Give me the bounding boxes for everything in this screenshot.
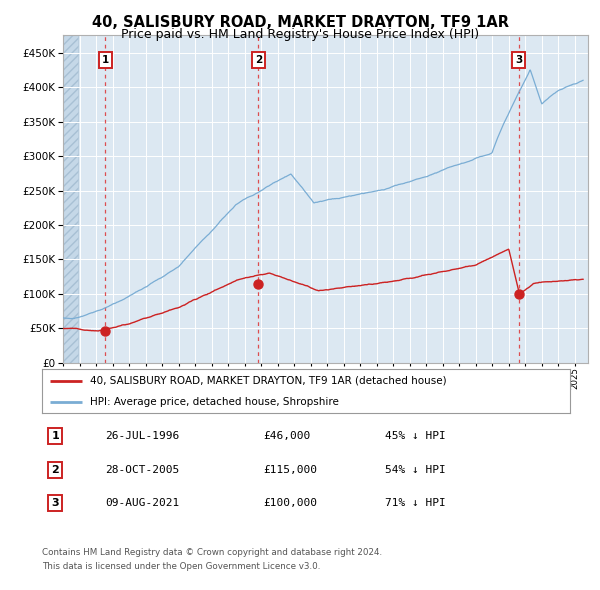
Text: 71% ↓ HPI: 71% ↓ HPI [385,498,446,508]
Text: 09-AUG-2021: 09-AUG-2021 [106,498,179,508]
Bar [63,35,78,363]
Text: HPI: Average price, detached house, Shropshire: HPI: Average price, detached house, Shro… [89,397,338,407]
Text: 1: 1 [102,55,109,65]
Text: 40, SALISBURY ROAD, MARKET DRAYTON, TF9 1AR (detached house): 40, SALISBURY ROAD, MARKET DRAYTON, TF9 … [89,376,446,386]
Text: Price paid vs. HM Land Registry's House Price Index (HPI): Price paid vs. HM Land Registry's House … [121,28,479,41]
Text: 40, SALISBURY ROAD, MARKET DRAYTON, TF9 1AR: 40, SALISBURY ROAD, MARKET DRAYTON, TF9 … [91,15,509,30]
Text: 3: 3 [515,55,522,65]
Text: 1: 1 [52,431,59,441]
Text: 2: 2 [254,55,262,65]
Text: 26-JUL-1996: 26-JUL-1996 [106,431,179,441]
Text: This data is licensed under the Open Government Licence v3.0.: This data is licensed under the Open Gov… [42,562,320,571]
Text: £46,000: £46,000 [264,431,311,441]
Text: 3: 3 [52,498,59,508]
Text: 45% ↓ HPI: 45% ↓ HPI [385,431,446,441]
Text: 2: 2 [52,465,59,474]
Text: £115,000: £115,000 [264,465,318,474]
Text: £100,000: £100,000 [264,498,318,508]
Text: Contains HM Land Registry data © Crown copyright and database right 2024.: Contains HM Land Registry data © Crown c… [42,548,382,556]
Text: 54% ↓ HPI: 54% ↓ HPI [385,465,446,474]
Text: 28-OCT-2005: 28-OCT-2005 [106,465,179,474]
